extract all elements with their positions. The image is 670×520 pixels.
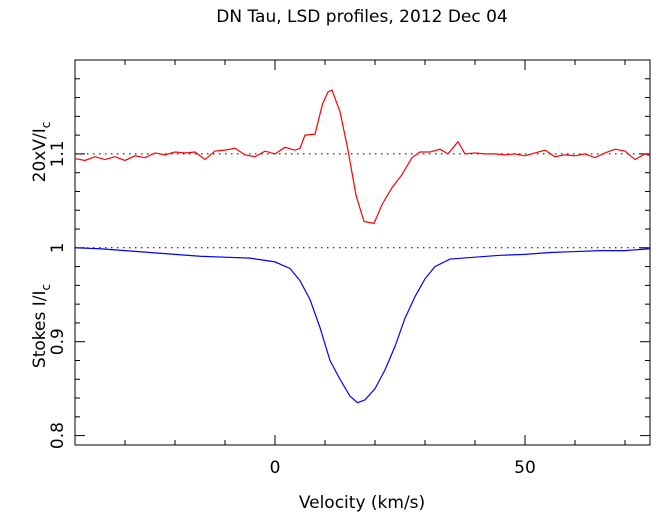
- y-axis-label-bottom: Stokes I/Ic: [30, 284, 53, 368]
- y-axis-label-top: 20xV/Ic: [30, 122, 53, 183]
- label-subscript: c: [39, 122, 53, 129]
- label-text: Stokes I/I: [30, 291, 50, 369]
- x-axis-label: Velocity (km/s): [299, 493, 425, 513]
- y-tick-label: 1: [48, 242, 68, 253]
- line-series: [74, 89, 651, 225]
- line-series: [74, 247, 651, 404]
- x-tick-label: 0: [270, 458, 281, 478]
- label-text: 20xV/I: [30, 128, 50, 182]
- y-tick-label: 0.8: [48, 422, 68, 449]
- y-tick-label: 1.1: [48, 140, 68, 167]
- y-tick-label: 0.9: [48, 328, 68, 355]
- label-subscript: c: [39, 284, 53, 291]
- chart-title: DN Tau, LSD profiles, 2012 Dec 04: [216, 7, 508, 27]
- x-tick-label: 50: [514, 458, 536, 478]
- plot-frame: [74, 59, 651, 446]
